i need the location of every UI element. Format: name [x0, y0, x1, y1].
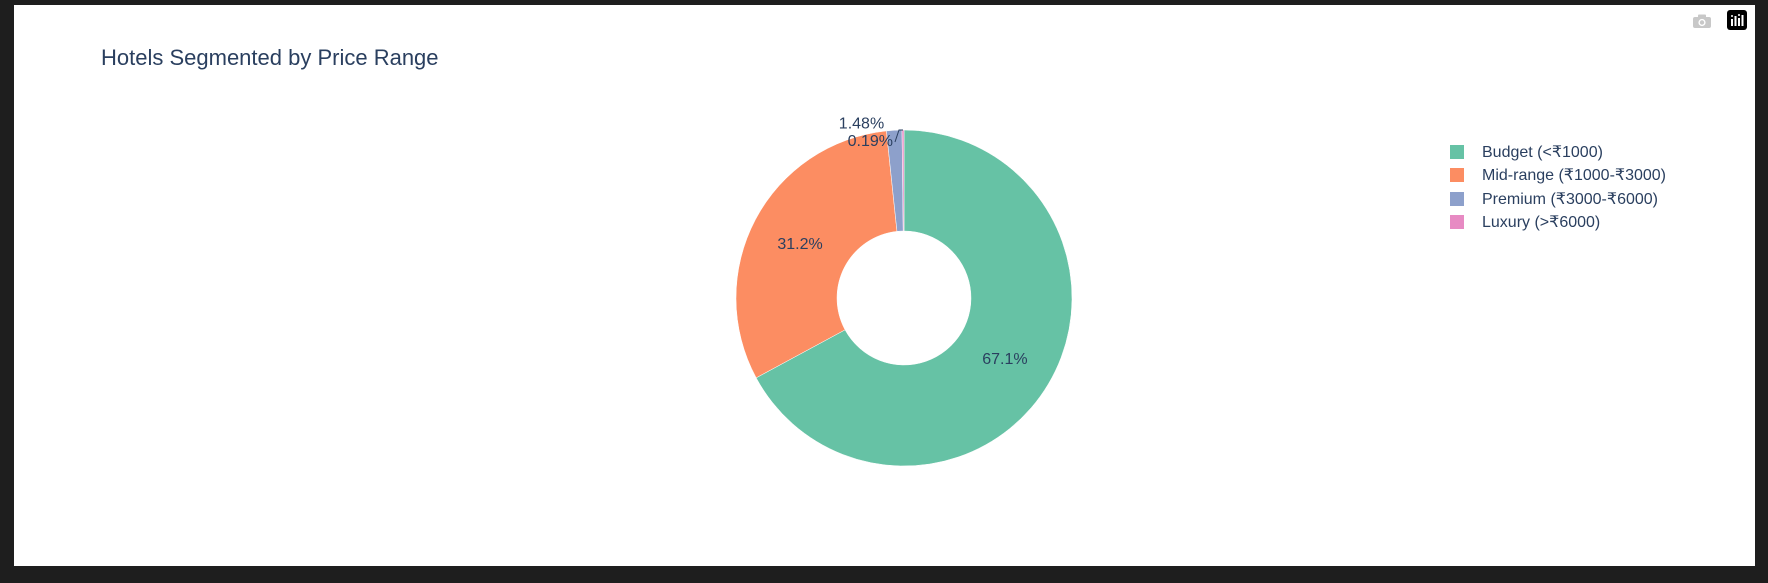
legend-item-budget[interactable]: Budget (<₹1000)	[1450, 140, 1666, 164]
chart-title: Hotels Segmented by Price Range	[101, 45, 439, 70]
legend-label: Premium (₹3000-₹6000)	[1482, 190, 1658, 208]
camera-icon[interactable]	[1691, 10, 1713, 32]
legend-swatch	[1450, 168, 1464, 183]
legend-label: Mid-range (₹1000-₹3000)	[1482, 167, 1667, 185]
plot-area: Hotels Segmented by Price Range 67.1% 31.…	[14, 5, 1755, 566]
legend-swatch	[1450, 144, 1464, 159]
legend-item-mid-range[interactable]: Mid-range (₹1000-₹3000)	[1450, 164, 1666, 188]
legend-swatch	[1450, 215, 1464, 230]
leader-line-luxury	[894, 129, 903, 143]
legend-label: Luxury (>₹6000)	[1482, 214, 1601, 232]
slice-label-premium: 1.48%	[839, 115, 884, 132]
slice-budget[interactable]	[755, 129, 1073, 467]
plotly-logo-icon[interactable]	[1727, 10, 1747, 30]
legend-item-premium[interactable]: Premium (₹3000-₹6000)	[1450, 187, 1666, 211]
slice-label-mid-range: 31.2%	[777, 236, 822, 253]
legend-label: Budget (<₹1000)	[1482, 143, 1603, 161]
slice-label-budget: 67.1%	[982, 351, 1027, 368]
legend-swatch	[1450, 191, 1464, 206]
legend-item-luxury[interactable]: Luxury (>₹6000)	[1450, 211, 1666, 235]
slice-mid-range[interactable]	[735, 130, 898, 379]
donut-chart: 67.1% 31.2% 1.48%0.19%	[735, 115, 1073, 467]
slice-label-luxury: 0.19%	[848, 133, 893, 150]
legend: Budget (<₹1000) Mid-range (₹1000-₹3000) Pr…	[1450, 140, 1666, 234]
modebar	[1691, 10, 1747, 32]
